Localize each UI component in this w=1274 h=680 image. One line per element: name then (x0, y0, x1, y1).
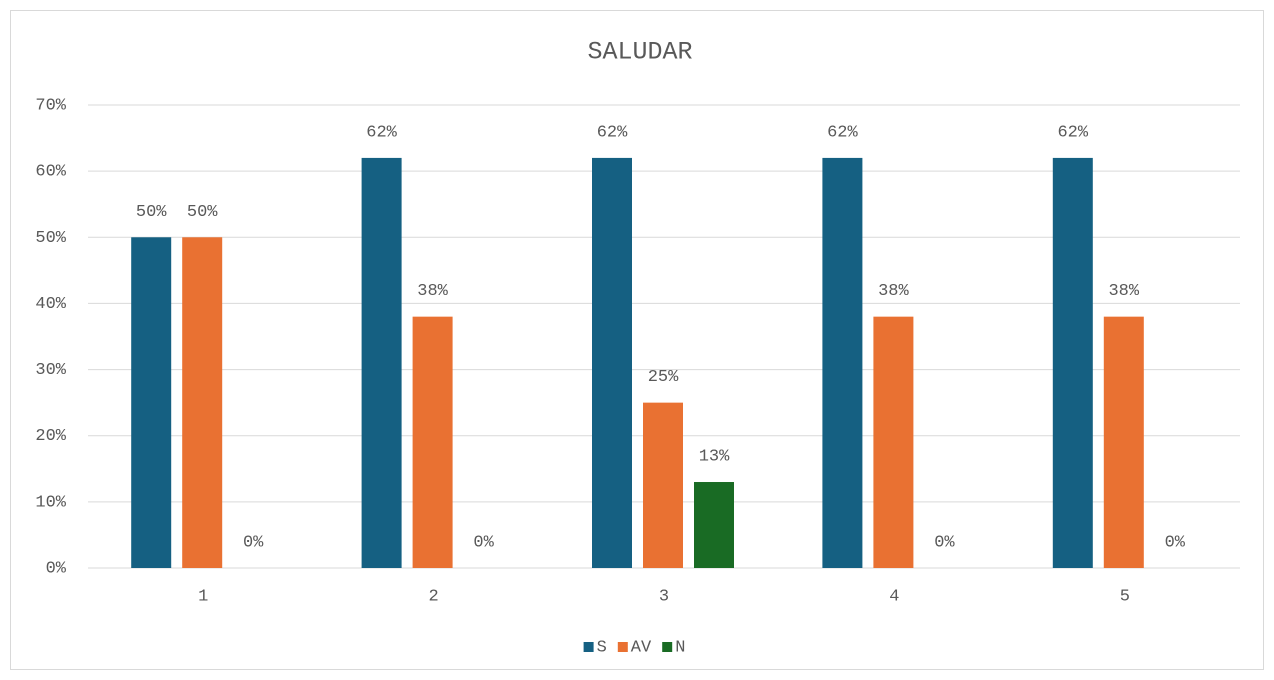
bar (592, 157, 632, 568)
bar (1052, 157, 1093, 568)
bar (131, 237, 172, 569)
data-label: 62% (827, 123, 858, 142)
legend-swatch (662, 642, 673, 652)
bar (873, 316, 914, 568)
data-label: 38% (1108, 282, 1139, 301)
bar (643, 402, 683, 568)
data-label: 38% (878, 282, 909, 301)
y-tick-label: 20% (35, 427, 66, 446)
data-label: 62% (1057, 123, 1088, 142)
data-label: 0% (934, 533, 955, 552)
data-label: 0% (243, 533, 264, 552)
y-tick-label: 40% (35, 295, 66, 314)
x-tick-label: 2 (428, 587, 438, 606)
legend-label: S (597, 638, 607, 657)
x-tick-label: 3 (659, 587, 669, 606)
bar (361, 157, 402, 568)
data-label: 50% (187, 203, 218, 222)
y-tick-label: 70% (35, 96, 66, 115)
chart-title: SALUDAR (587, 38, 692, 67)
data-label: 62% (366, 123, 397, 142)
y-tick-label: 10% (35, 493, 66, 512)
bar (182, 237, 223, 569)
bar (1103, 316, 1144, 568)
legend-label: N (675, 638, 685, 657)
data-label: 62% (597, 123, 628, 142)
bar (822, 157, 863, 568)
data-label: 50% (136, 203, 167, 222)
bar (412, 316, 453, 568)
data-label: 38% (417, 282, 448, 301)
x-tick-label: 5 (1120, 587, 1130, 606)
legend-label: AV (631, 638, 652, 657)
data-label: 0% (473, 533, 494, 552)
legend-swatch (583, 642, 594, 652)
y-tick-label: 30% (35, 361, 66, 380)
data-label: 13% (699, 447, 730, 466)
y-tick-label: 60% (35, 163, 66, 182)
x-tick-label: 4 (889, 587, 899, 606)
y-tick-label: 0% (46, 559, 67, 578)
bar (694, 482, 734, 568)
data-label: 0% (1165, 533, 1186, 552)
y-tick-label: 50% (35, 229, 66, 248)
data-label: 25% (648, 368, 679, 387)
legend-swatch (617, 642, 628, 652)
x-tick-label: 1 (198, 587, 208, 606)
